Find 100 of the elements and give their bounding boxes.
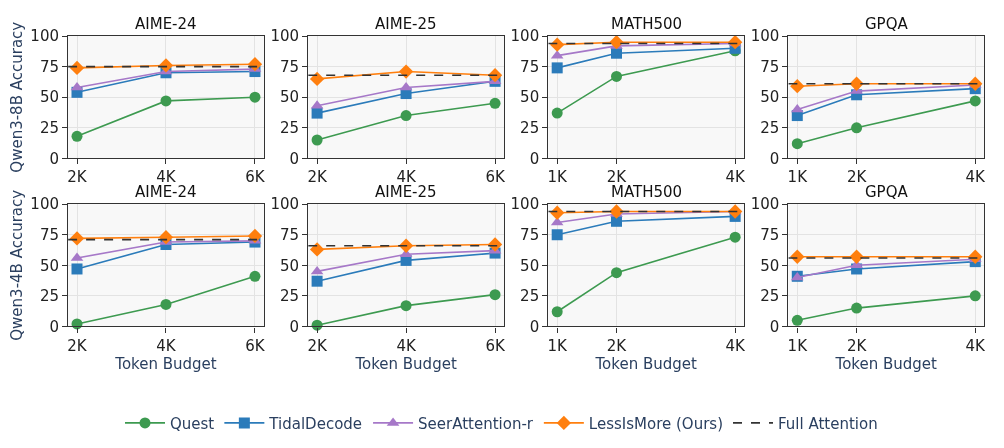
point [400, 110, 412, 122]
x-tick-label: 4K [965, 168, 987, 187]
point [551, 107, 563, 119]
y-tick-label: 0 [289, 149, 300, 168]
chart-title: GPQA [865, 183, 909, 201]
y-tick-label: 25 [520, 119, 540, 138]
y-tick-label: 100 [750, 27, 780, 46]
y-tick-label: 100 [30, 195, 59, 214]
x-tick-label: 1K [547, 168, 569, 187]
y-tick-label: 75 [760, 225, 780, 244]
point [969, 95, 981, 107]
y-axis-title: Qwen3-4B Accuracy [7, 189, 26, 341]
x-tick-label: 6K [485, 168, 506, 187]
point [247, 57, 263, 72]
x-tick-label: 6K [485, 336, 506, 355]
chart-title: MATH500 [611, 15, 683, 33]
x-tick-label: 1K [787, 168, 809, 187]
point [69, 231, 85, 246]
legend-label: Quest [170, 414, 215, 433]
point [310, 265, 324, 275]
y-tick-label: 50 [280, 88, 300, 107]
point [611, 70, 623, 82]
point [609, 35, 624, 50]
chart-title: AIME-25 [375, 183, 437, 201]
point [309, 71, 325, 87]
y-tick-label: 0 [49, 149, 59, 168]
y-tick-label: 75 [520, 225, 540, 244]
point [550, 205, 565, 220]
point [791, 314, 803, 326]
y-tick-label: 50 [39, 88, 59, 107]
legend-label: LessIsMore (Ours) [588, 414, 723, 433]
y-tick-label: 25 [520, 287, 540, 306]
x-tick-label: 2K [67, 168, 88, 187]
point [158, 230, 174, 245]
y-tick-label: 25 [760, 119, 780, 138]
y-tick-label: 50 [520, 256, 540, 275]
point [311, 275, 323, 287]
y-tick-label: 0 [289, 317, 300, 336]
x-tick-label: 6K [245, 336, 266, 355]
chart-title: AIME-24 [135, 183, 197, 201]
point [311, 134, 323, 146]
point [489, 289, 501, 301]
y-tick-label: 50 [520, 88, 540, 107]
point [551, 229, 563, 241]
y-tick-label: 50 [760, 88, 780, 107]
y-axis-title: Qwen3-8B Accuracy [7, 21, 26, 173]
point [851, 302, 863, 314]
x-axis-title: Token Budget [354, 354, 457, 373]
y-tick-label: 75 [280, 225, 300, 244]
y-tick-label: 75 [520, 57, 540, 76]
point [69, 60, 85, 76]
y-tick-label: 100 [510, 27, 540, 46]
y-tick-label: 0 [769, 149, 780, 168]
y-tick-label: 25 [280, 119, 300, 138]
point [311, 107, 323, 119]
x-tick-label: 2K [307, 336, 328, 355]
y-tick-label: 0 [769, 317, 780, 336]
x-tick-label: 4K [156, 336, 177, 355]
point [790, 249, 805, 264]
point [71, 263, 83, 275]
point [849, 249, 864, 264]
x-axis-title: Token Budget [114, 354, 217, 373]
x-axis-title: Token Budget [834, 354, 938, 373]
x-tick-label: 2K [67, 336, 88, 355]
x-tick-label: 2K [606, 336, 628, 355]
point [791, 138, 803, 150]
x-tick-label: 4K [965, 336, 987, 355]
x-tick-label: 2K [307, 168, 328, 187]
y-tick-label: 75 [39, 225, 59, 244]
chart-title: AIME-24 [135, 15, 197, 33]
point [551, 306, 563, 318]
chart-title: AIME-25 [375, 15, 437, 33]
y-tick-label: 25 [39, 287, 59, 306]
x-tick-label: 1K [547, 336, 569, 355]
y-tick-label: 50 [280, 256, 300, 275]
y-tick-label: 100 [270, 27, 300, 46]
y-tick-label: 100 [30, 27, 59, 46]
point [247, 228, 263, 244]
x-axis-title: Token Budget [594, 354, 697, 373]
legend-label: TidalDecode [268, 414, 363, 433]
y-tick-label: 25 [760, 287, 780, 306]
point [160, 95, 172, 107]
point [489, 97, 501, 109]
y-tick-label: 50 [39, 256, 59, 275]
chart-title: GPQA [865, 15, 909, 33]
point [71, 130, 83, 142]
x-tick-label: 4K [396, 336, 417, 355]
y-tick-label: 25 [39, 119, 59, 138]
point [249, 270, 261, 282]
point [611, 47, 623, 59]
y-tick-label: 0 [529, 317, 540, 336]
x-tick-label: 4K [725, 336, 747, 355]
point [611, 267, 623, 279]
y-tick-label: 75 [39, 57, 59, 76]
point [790, 103, 804, 113]
point [249, 91, 261, 103]
chart-title: MATH500 [611, 183, 683, 201]
point [160, 298, 172, 310]
y-tick-label: 75 [280, 57, 300, 76]
point [551, 62, 563, 74]
